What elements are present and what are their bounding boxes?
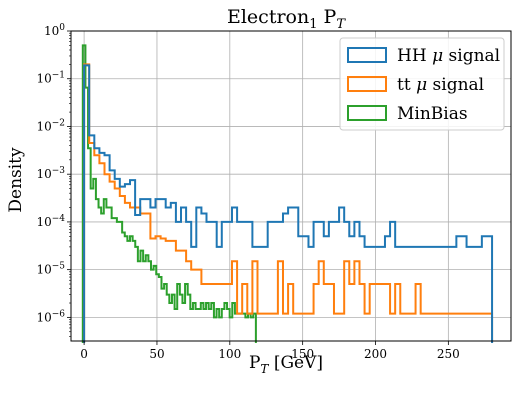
title-main: Electron [227, 6, 309, 28]
plot-frame [70, 30, 512, 342]
y-tick-exponent: −6 [52, 309, 66, 319]
y-tick-exponent: −3 [52, 166, 66, 176]
x-tick-label: 100 [218, 347, 241, 361]
x-ticks: 0 50 100 150 200 250 [80, 341, 460, 361]
y-tick-label: 10−5 [36, 262, 65, 277]
series-2 [81, 44, 257, 343]
y-tick-base: 10 [36, 215, 51, 229]
legend-label-main: MinBias [397, 104, 468, 124]
series-outline [81, 44, 257, 343]
x-label-main: P [249, 353, 260, 373]
y-axis-label: Density [6, 147, 26, 213]
y-tick-exponent: −2 [52, 118, 65, 128]
legend-swatch [347, 76, 387, 92]
legend-entry: MinBias [347, 104, 468, 124]
x-label-tail: [GeV] [268, 353, 323, 373]
legend-entry: HH μ signal [347, 46, 500, 66]
y-tick-label: 10−2 [36, 118, 65, 133]
series-0 [83, 64, 494, 343]
y-tick-label: 10−3 [36, 166, 65, 181]
legend-label-main: tt [397, 75, 416, 95]
x-tick-label: 50 [149, 347, 164, 361]
x-label-subscript: T [260, 362, 269, 376]
y-tick-label: 10−4 [36, 214, 65, 229]
y-tick-base: 10 [44, 24, 59, 38]
legend-label: MinBias [397, 104, 468, 124]
histogram-series [81, 44, 494, 343]
series-outline [83, 64, 494, 343]
y-tick-base: 10 [36, 310, 51, 324]
y-tick-exponent: −4 [52, 214, 66, 224]
legend-label: HH μ signal [397, 46, 500, 66]
legend-label: tt μ signal [397, 75, 484, 95]
legend-entry: tt μ signal [347, 75, 484, 95]
x-tick-label: 200 [364, 347, 387, 361]
title-subscript: 1 [309, 17, 317, 32]
x-tick-label: 250 [437, 347, 460, 361]
y-tick-exponent: 0 [59, 23, 65, 33]
y-tick-base: 10 [36, 263, 51, 277]
y-tick-base: 10 [36, 72, 51, 86]
title-tail: P [318, 6, 337, 28]
x-axis-label: PT [GeV] [249, 353, 323, 376]
y-tick-exponent: −5 [52, 262, 66, 272]
legend-swatch [347, 47, 387, 63]
chart-title: Electron1 PT [227, 6, 346, 32]
y-tick-base: 10 [36, 167, 51, 181]
title-tail-subscript: T [336, 17, 346, 32]
y-tick-label: 100 [44, 23, 65, 38]
legend-label-symbol: μ [432, 46, 443, 66]
legend-label-tail: signal [443, 46, 500, 66]
x-tick-label: 0 [80, 347, 88, 361]
y-tick-label: 10−6 [36, 309, 65, 324]
legend-label-main: HH [397, 46, 432, 66]
legend-label-symbol: μ [416, 75, 427, 95]
legend-swatch [347, 105, 387, 121]
x-tick-label: 150 [291, 347, 314, 361]
legend-label-tail: signal [427, 75, 484, 95]
y-tick-label: 10−1 [36, 71, 65, 86]
y-tick-exponent: −1 [52, 71, 65, 81]
y-tick-base: 10 [36, 119, 51, 133]
